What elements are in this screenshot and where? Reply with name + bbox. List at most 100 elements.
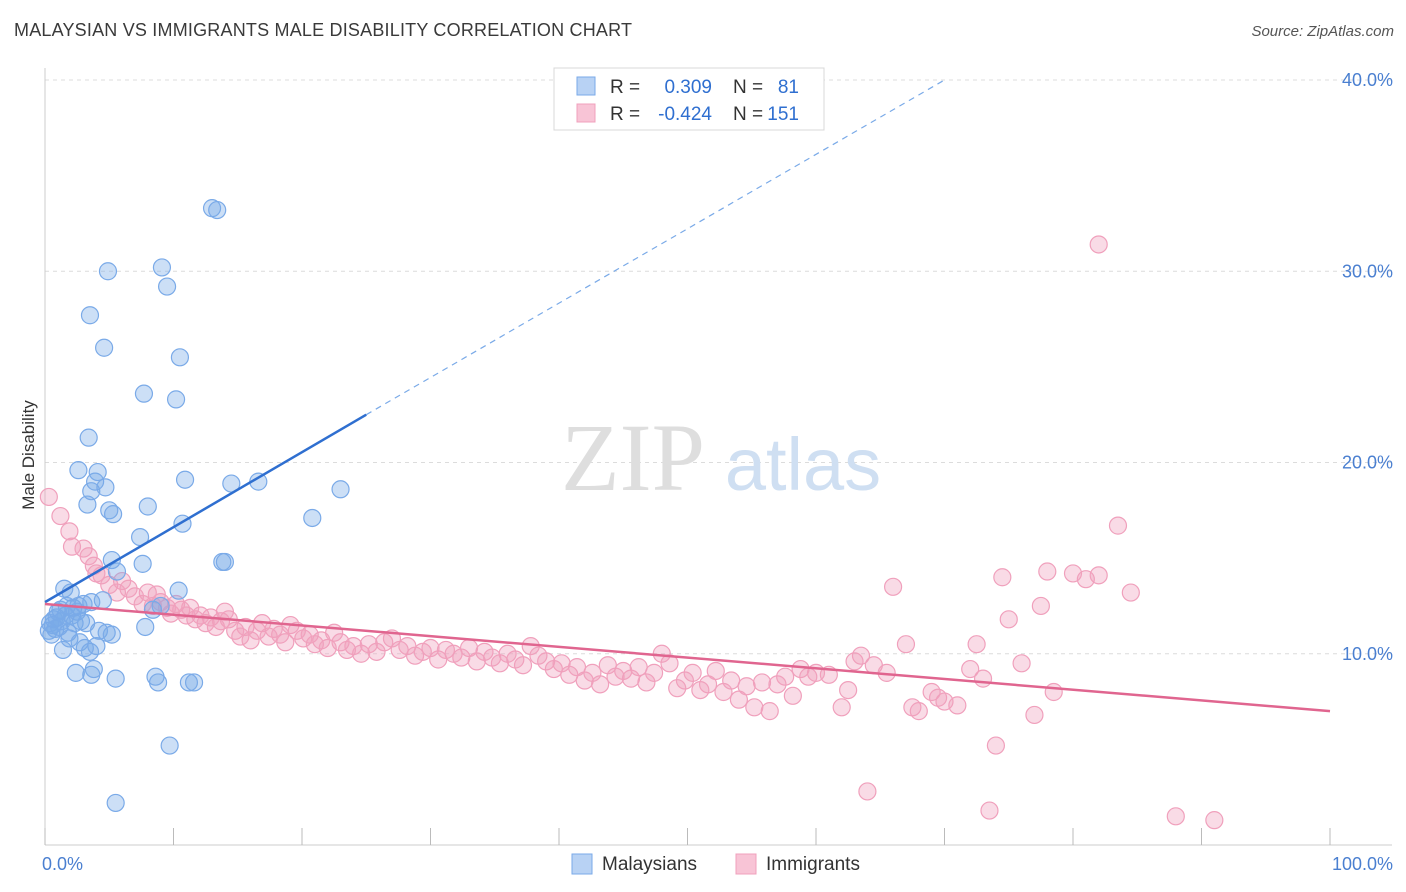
y-tick-label-3: 40.0% (1342, 70, 1393, 90)
malaysians-point-31 (84, 659, 103, 679)
grid-lines (45, 79, 1392, 655)
immigrants-point-55 (359, 635, 378, 654)
immigrants-point-149 (1089, 566, 1108, 585)
stats-n-label-1: N = (733, 77, 763, 98)
malaysians-point-78 (331, 480, 350, 499)
malaysians-point-56 (138, 497, 157, 516)
malaysians-point-80 (106, 793, 125, 813)
immigrants-point-85 (591, 675, 610, 694)
y-tick-label-2: 30.0% (1342, 261, 1393, 281)
immigrants-trend-line (44, 602, 1331, 713)
malaysians-point-60 (148, 673, 168, 692)
immigrants-point-100 (706, 661, 725, 681)
y-tick-label-1: 20.0% (1342, 453, 1393, 473)
malaysians-point-62 (157, 277, 177, 296)
immigrants-point-116 (839, 680, 858, 700)
immigrants-point-132 (986, 736, 1006, 755)
immigrants-point-78 (537, 652, 556, 671)
immigrants-point-145 (858, 782, 877, 801)
immigrants-point-56 (367, 642, 386, 661)
malaysians-point-45 (95, 338, 114, 357)
malaysians-point-53 (133, 554, 152, 573)
immigrants-point-36 (241, 631, 260, 650)
series-malaysians (39, 199, 350, 813)
immigrants-point-118 (851, 646, 871, 665)
stats-n-value-1: 81 (778, 77, 799, 98)
y-tick-label-0: 10.0% (1342, 644, 1393, 664)
immigrants-point-33 (226, 621, 245, 640)
axes (44, 68, 1392, 846)
malaysians-point-68 (175, 470, 195, 489)
malaysians-point-37 (69, 461, 88, 480)
immigrants-point-99 (698, 675, 718, 694)
immigrants-point-133 (999, 610, 1018, 629)
stats-n-label-2: N = (733, 104, 763, 125)
malaysians-point-48 (106, 669, 125, 688)
immigrants-point-122 (896, 635, 916, 654)
immigrants-point-111 (791, 659, 810, 679)
immigrants-point-91 (637, 673, 656, 692)
legend-swatch-malaysians (571, 853, 593, 875)
immigrants-point-0 (39, 487, 58, 507)
immigrants-point-97 (683, 663, 702, 682)
immigrants-point-147 (1166, 807, 1185, 826)
watermark: ZIP atlas (561, 404, 881, 511)
x-tick-label-0: 0.0% (42, 854, 83, 874)
malaysians-point-74 (215, 552, 234, 572)
immigrants-point-53 (344, 636, 363, 656)
immigrants-point-144 (993, 568, 1012, 587)
legend-swatch-immigrants (735, 853, 757, 875)
immigrants-point-88 (614, 661, 633, 681)
malaysians-point-70 (184, 673, 204, 692)
immigrants-point-1 (51, 506, 70, 526)
malaysians-point-46 (98, 262, 118, 281)
immigrants-point-134 (1012, 654, 1031, 673)
series-legend: Malaysians Immigrants (571, 853, 860, 875)
immigrants-point-128 (948, 696, 967, 715)
malaysians-point-39 (79, 428, 98, 447)
malaysians-point-42 (88, 462, 107, 482)
malaysians-point-50 (107, 562, 127, 581)
malaysians-point-21 (66, 663, 85, 682)
source-label: Source: ZipAtlas.com (1251, 23, 1394, 40)
immigrants-point-124 (909, 702, 928, 721)
immigrants-point-104 (737, 677, 756, 696)
immigrants-point-96 (675, 671, 695, 690)
immigrants-point-5 (79, 547, 98, 566)
immigrants-point-108 (768, 675, 787, 694)
malaysians-trend-extension (365, 79, 945, 416)
immigrants-point-141 (1089, 235, 1108, 254)
malaysians-point-38 (78, 495, 97, 514)
malaysians-point-44 (80, 306, 100, 325)
x-tick-label-1: 100.0% (1332, 854, 1393, 874)
immigrants-point-131 (973, 669, 993, 688)
immigrants-point-106 (752, 673, 772, 692)
immigrants-point-110 (783, 686, 802, 705)
legend-label-malaysians: Malaysians (602, 854, 697, 875)
immigrants-point-83 (575, 671, 594, 690)
stats-r-label-2: R = (610, 104, 640, 125)
immigrants-point-109 (776, 667, 795, 686)
malaysians-trend-line (44, 413, 367, 604)
immigrants-point-148 (1205, 811, 1224, 830)
immigrants-point-42 (276, 633, 295, 652)
malaysians-point-64 (166, 390, 186, 409)
immigrants-point-135 (1025, 705, 1044, 725)
immigrants-point-102 (722, 671, 741, 690)
stats-r-value-1: 0.309 (664, 77, 712, 98)
immigrants-point-75 (513, 656, 533, 675)
stats-n-value-2: 151 (767, 104, 799, 125)
malaysians-point-61 (152, 258, 172, 277)
malaysians-point-77 (303, 508, 322, 528)
immigrants-point-138 (1044, 682, 1063, 702)
series-immigrants (39, 235, 1224, 830)
malaysians-point-54 (134, 384, 154, 403)
immigrants-point-137 (1038, 562, 1057, 581)
immigrants-point-121 (883, 577, 903, 596)
immigrants-point-2 (60, 522, 79, 541)
immigrants-point-21 (166, 594, 186, 614)
malaysians-point-36 (102, 625, 121, 644)
immigrants-point-10 (107, 583, 127, 602)
watermark-atlas: atlas (725, 423, 881, 506)
